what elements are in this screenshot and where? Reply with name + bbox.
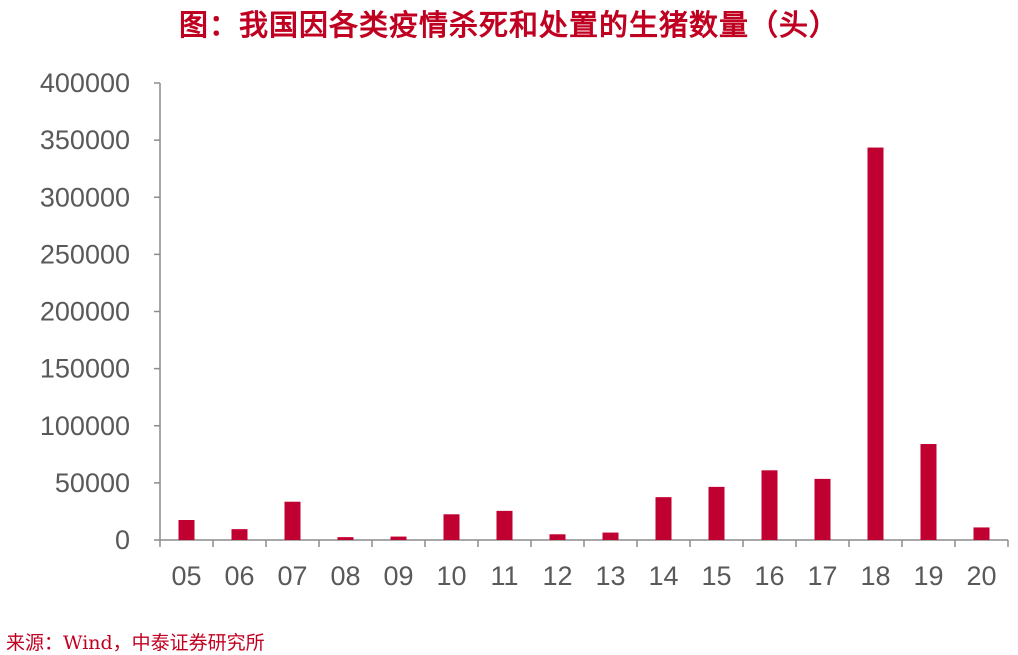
bar [390, 536, 407, 540]
y-axis: 0 50000 100000 150000 200000 250000 300000 3500… [40, 68, 161, 555]
y-tick-label: 100000 [40, 411, 130, 441]
source-note: 来源：Wind，中泰证券研究所 [6, 632, 265, 654]
bar [549, 534, 566, 540]
x-tick-label: 08 [330, 561, 360, 591]
bars [178, 147, 990, 540]
x-tick-label: 19 [913, 561, 943, 591]
x-tick-label: 14 [648, 561, 678, 591]
x-axis: 05 06 07 08 09 10 11 12 13 14 15 16 17 18 19 20 [159, 539, 1009, 591]
bar [814, 478, 831, 540]
x-tick-label: 15 [701, 561, 731, 591]
y-tick-label: 300000 [40, 182, 130, 212]
x-tick-label: 12 [542, 561, 572, 591]
x-tick-label: 17 [807, 561, 837, 591]
y-tick-label: 350000 [40, 125, 130, 155]
x-tick-label: 16 [754, 561, 784, 591]
x-tick-label: 06 [224, 561, 254, 591]
x-tick-label: 07 [277, 561, 307, 591]
y-tick-label: 200000 [40, 297, 130, 327]
bar [867, 147, 884, 540]
bar [496, 510, 513, 540]
bar [708, 486, 725, 540]
x-tick-label: 05 [171, 561, 201, 591]
bar [337, 537, 354, 540]
bar [602, 532, 619, 540]
bar [284, 501, 301, 540]
chart-title: 图：我国因各类疫情杀死和处置的生猪数量（头） [178, 8, 839, 42]
bar [178, 520, 195, 540]
bar [655, 497, 672, 540]
x-tick-label: 10 [436, 561, 466, 591]
bar [973, 527, 990, 540]
y-tick-label: 250000 [40, 239, 130, 269]
bar [443, 514, 460, 540]
bar [920, 444, 937, 540]
bar [761, 470, 778, 540]
x-tick-label: 09 [383, 561, 413, 591]
x-tick-label: 13 [595, 561, 625, 591]
y-tick-label: 50000 [55, 468, 130, 498]
bar [231, 529, 248, 540]
bar-chart: 0 50000 100000 150000 200000 250000 300000 3500… [40, 68, 1009, 591]
y-tick-label: 400000 [40, 68, 130, 98]
x-tick-label: 11 [490, 561, 518, 591]
x-tick-label: 18 [860, 561, 890, 591]
y-tick-label: 150000 [40, 354, 130, 384]
y-tick-label: 0 [115, 525, 130, 555]
x-tick-label: 20 [966, 561, 996, 591]
